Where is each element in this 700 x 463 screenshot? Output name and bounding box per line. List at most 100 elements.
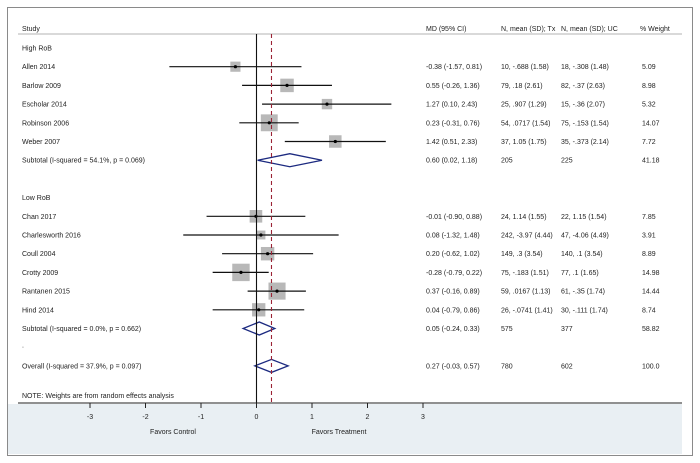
header-uc: N, mean (SD); UC bbox=[561, 26, 618, 33]
header-weight: % Weight bbox=[640, 26, 670, 33]
x-tick-label: -1 bbox=[198, 414, 204, 421]
point-estimate bbox=[233, 65, 238, 69]
x-tick-label: 3 bbox=[421, 414, 425, 421]
header-tx: N, mean (SD); Tx bbox=[501, 26, 556, 33]
study-tx: 37, 1.05 (1.75) bbox=[501, 139, 547, 146]
axis-band bbox=[8, 404, 682, 454]
study-name: Charlesworth 2016 bbox=[22, 233, 81, 240]
summary-uc: 602 bbox=[561, 363, 573, 370]
point-estimate bbox=[285, 83, 289, 87]
header-md: MD (95% CI) bbox=[426, 26, 466, 33]
footnote: NOTE: Weights are from random effects an… bbox=[22, 393, 174, 400]
study-uc: 75, -.153 (1.54) bbox=[561, 120, 609, 127]
point-estimate bbox=[266, 252, 270, 256]
x-tick-label: 2 bbox=[366, 414, 370, 421]
study-name: Weber 2007 bbox=[22, 139, 60, 146]
x-tick-label: 1 bbox=[310, 414, 314, 421]
study-tx: 54, .0717 (1.54) bbox=[501, 120, 550, 127]
point-estimate bbox=[239, 270, 243, 274]
study-tx: 79, .18 (2.61) bbox=[501, 83, 543, 90]
study-uc: 140, .1 (3.54) bbox=[561, 251, 603, 258]
summary-uc: 377 bbox=[561, 326, 573, 333]
study-uc: 77, .1 (1.65) bbox=[561, 270, 599, 277]
study-weight: 5.09 bbox=[642, 64, 656, 71]
study-name: Chan 2017 bbox=[22, 214, 56, 221]
summary-md-ci: 0.27 (-0.03, 0.57) bbox=[426, 363, 480, 370]
x-tick-label: 0 bbox=[255, 414, 259, 421]
summary-weight: 100.0 bbox=[642, 363, 660, 370]
study-md-ci: 1.42 (0.51, 2.33) bbox=[426, 139, 477, 146]
rows-layer: High RoB Allen 2014 -0.38 (-1.57, 0.81) 10,… bbox=[22, 34, 660, 403]
summary-weight: 41.18 bbox=[642, 158, 660, 165]
point-estimate bbox=[257, 308, 261, 312]
study-tx: 10, -.688 (1.58) bbox=[501, 64, 549, 71]
summary-diamond bbox=[253, 358, 290, 374]
study-weight: 14.44 bbox=[642, 289, 660, 296]
study-uc: 35, -.373 (2.14) bbox=[561, 139, 609, 146]
study-md-ci: 0.37 (-0.16, 0.89) bbox=[426, 289, 480, 296]
study-uc: 30, -.111 (1.74) bbox=[561, 307, 608, 314]
study-tx: 26, -.0741 (1.41) bbox=[501, 307, 553, 314]
study-tx: 75, -.183 (1.51) bbox=[501, 270, 549, 277]
summary-tx: 575 bbox=[501, 326, 513, 333]
point-estimate bbox=[333, 139, 337, 144]
study-tx: 149, .3 (3.54) bbox=[501, 251, 543, 258]
study-md-ci: 0.20 (-0.62, 1.02) bbox=[426, 251, 480, 258]
x-tick-label: -3 bbox=[87, 414, 93, 421]
study-md-ci: 1.27 (0.10, 2.43) bbox=[426, 102, 477, 109]
study-tx: 24, 1.14 (1.55) bbox=[501, 214, 547, 221]
study-name: Allen 2014 bbox=[22, 64, 55, 71]
group-label: High RoB bbox=[22, 46, 52, 53]
study-name: Escholar 2014 bbox=[22, 102, 67, 109]
study-md-ci: 0.55 (-0.26, 1.36) bbox=[426, 83, 480, 90]
summary-tx: 205 bbox=[501, 158, 513, 165]
study-weight: 14.07 bbox=[642, 120, 660, 127]
study-weight: 7.85 bbox=[642, 214, 656, 221]
study-weight: 3.91 bbox=[642, 233, 656, 240]
favors-treatment-label: Favors Treatment bbox=[312, 429, 367, 436]
study-name: Rantanen 2015 bbox=[22, 289, 70, 296]
point-estimate bbox=[267, 121, 271, 125]
point-estimate bbox=[259, 233, 263, 237]
study-md-ci: 0.23 (-0.31, 0.76) bbox=[426, 120, 480, 127]
study-md-ci: -0.28 (-0.79, 0.22) bbox=[426, 270, 482, 277]
summary-md-ci: 0.60 (0.02, 1.18) bbox=[426, 158, 477, 165]
study-name: Crotty 2009 bbox=[22, 270, 58, 277]
study-weight: 7.72 bbox=[642, 139, 656, 146]
group-label: Low RoB bbox=[22, 195, 51, 202]
study-weight: 14.98 bbox=[642, 270, 660, 277]
study-md-ci: -0.38 (-1.57, 0.81) bbox=[426, 64, 482, 71]
study-tx: 59, .0167 (1.13) bbox=[501, 289, 550, 296]
study-name: Hind 2014 bbox=[22, 307, 54, 314]
summary-label: Overall (I-squared = 37.9%, p = 0.097) bbox=[22, 363, 141, 370]
study-md-ci: 0.04 (-0.79, 0.86) bbox=[426, 307, 480, 314]
favors-control-label: Favors Control bbox=[150, 429, 196, 436]
study-md-ci: 0.08 (-1.32, 1.48) bbox=[426, 233, 480, 240]
summary-tx: 780 bbox=[501, 363, 513, 370]
study-weight: 5.32 bbox=[642, 102, 656, 109]
study-uc: 18, -.308 (1.48) bbox=[561, 64, 609, 71]
study-md-ci: -0.01 (-0.90, 0.88) bbox=[426, 214, 482, 221]
summary-md-ci: 0.05 (-0.24, 0.33) bbox=[426, 326, 480, 333]
summary-weight: 58.82 bbox=[642, 326, 660, 333]
study-uc: 15, -.36 (2.07) bbox=[561, 102, 605, 109]
x-axis-ticks: -3 -2 -1 0 1 2 3 bbox=[87, 403, 425, 421]
forest-plot-frame bbox=[7, 7, 693, 456]
study-tx: 25, .907 (1.29) bbox=[501, 102, 547, 109]
study-weight: 8.74 bbox=[642, 307, 656, 314]
x-tick-label: -2 bbox=[142, 414, 148, 421]
study-uc: 47, -4.06 (4.49) bbox=[561, 233, 609, 240]
point-estimate bbox=[325, 102, 329, 106]
study-name: Robinson 2006 bbox=[22, 120, 69, 127]
separator-dot: . bbox=[22, 343, 24, 350]
study-uc: 61, -.35 (1.74) bbox=[561, 289, 605, 296]
study-uc: 22, 1.15 (1.54) bbox=[561, 214, 607, 221]
summary-label: Subtotal (I-squared = 54.1%, p = 0.069) bbox=[22, 158, 145, 165]
summary-diamond bbox=[257, 153, 323, 168]
study-name: Barlow 2009 bbox=[22, 83, 61, 90]
point-estimate bbox=[254, 214, 258, 218]
point-estimate bbox=[275, 289, 279, 293]
study-uc: 82, -.37 (2.63) bbox=[561, 83, 605, 90]
summary-label: Subtotal (I-squared = 0.0%, p = 0.662) bbox=[22, 326, 141, 333]
